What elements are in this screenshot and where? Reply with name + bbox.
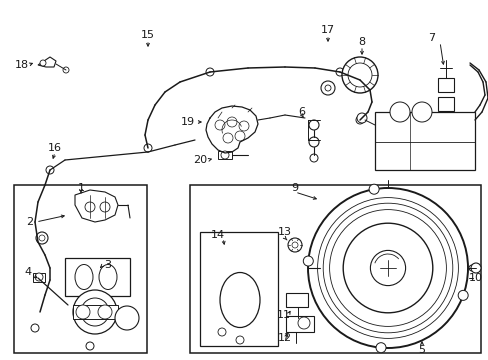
Text: 15: 15: [141, 30, 155, 40]
Text: 8: 8: [358, 37, 365, 47]
Circle shape: [205, 68, 214, 76]
Circle shape: [31, 324, 39, 332]
Circle shape: [335, 68, 343, 76]
Circle shape: [356, 113, 366, 123]
Bar: [437, 78, 453, 92]
Bar: [65, 258, 130, 296]
Circle shape: [343, 223, 432, 313]
Circle shape: [368, 184, 378, 194]
Circle shape: [329, 210, 446, 327]
Circle shape: [76, 305, 90, 319]
Text: 18: 18: [15, 60, 29, 70]
Bar: [33, 273, 45, 282]
Circle shape: [307, 188, 467, 348]
Text: 2: 2: [26, 217, 34, 227]
Circle shape: [341, 57, 377, 93]
Text: 10: 10: [468, 273, 482, 283]
Circle shape: [86, 342, 94, 350]
Bar: [218, 151, 231, 159]
Circle shape: [239, 121, 248, 131]
Bar: [374, 112, 474, 170]
Text: 11: 11: [276, 310, 290, 320]
Circle shape: [309, 154, 317, 162]
Bar: [190, 185, 480, 353]
Circle shape: [115, 306, 139, 330]
Circle shape: [100, 202, 110, 212]
Text: 4: 4: [24, 267, 32, 277]
Circle shape: [218, 328, 225, 336]
Text: 13: 13: [278, 227, 291, 237]
Circle shape: [81, 298, 109, 326]
Circle shape: [470, 263, 480, 273]
Text: 9: 9: [291, 183, 298, 193]
Circle shape: [468, 265, 474, 271]
Circle shape: [35, 273, 43, 281]
Text: 14: 14: [210, 230, 224, 240]
Circle shape: [411, 102, 431, 122]
Circle shape: [317, 198, 457, 338]
Text: 5: 5: [418, 345, 425, 355]
Circle shape: [325, 85, 330, 91]
Circle shape: [457, 291, 467, 300]
Text: 6: 6: [298, 107, 305, 117]
Text: 3: 3: [104, 260, 111, 270]
Circle shape: [235, 131, 244, 141]
Text: 7: 7: [427, 33, 435, 43]
Circle shape: [236, 336, 244, 344]
Circle shape: [143, 144, 152, 152]
Circle shape: [226, 117, 237, 127]
Text: 20: 20: [193, 155, 206, 165]
Ellipse shape: [99, 265, 117, 289]
Circle shape: [291, 242, 297, 248]
Circle shape: [369, 251, 405, 285]
Circle shape: [389, 102, 409, 122]
Polygon shape: [75, 190, 118, 222]
Circle shape: [46, 166, 54, 174]
Circle shape: [63, 67, 69, 73]
Circle shape: [85, 202, 95, 212]
Circle shape: [221, 151, 228, 159]
Circle shape: [39, 235, 45, 241]
Text: 1: 1: [77, 183, 84, 193]
Circle shape: [347, 63, 371, 87]
Bar: [285, 316, 313, 332]
Bar: [200, 232, 278, 346]
Circle shape: [320, 81, 334, 95]
Circle shape: [98, 305, 112, 319]
Bar: [285, 293, 307, 307]
Text: 16: 16: [48, 143, 62, 153]
Bar: [437, 97, 453, 111]
Text: 12: 12: [277, 333, 291, 343]
Ellipse shape: [75, 265, 93, 289]
Ellipse shape: [220, 273, 260, 328]
Circle shape: [223, 133, 232, 143]
Circle shape: [36, 232, 48, 244]
Circle shape: [308, 137, 318, 147]
Circle shape: [355, 116, 363, 124]
Circle shape: [375, 343, 385, 353]
Circle shape: [287, 238, 302, 252]
Circle shape: [303, 256, 313, 266]
Circle shape: [73, 290, 117, 334]
Polygon shape: [38, 57, 56, 67]
Bar: [14, 185, 147, 353]
Circle shape: [215, 120, 224, 130]
Text: 17: 17: [320, 25, 334, 35]
Bar: [73, 305, 118, 319]
Circle shape: [323, 203, 452, 333]
Circle shape: [297, 317, 309, 329]
Text: 19: 19: [181, 117, 195, 127]
Circle shape: [308, 120, 318, 130]
Circle shape: [40, 60, 46, 66]
